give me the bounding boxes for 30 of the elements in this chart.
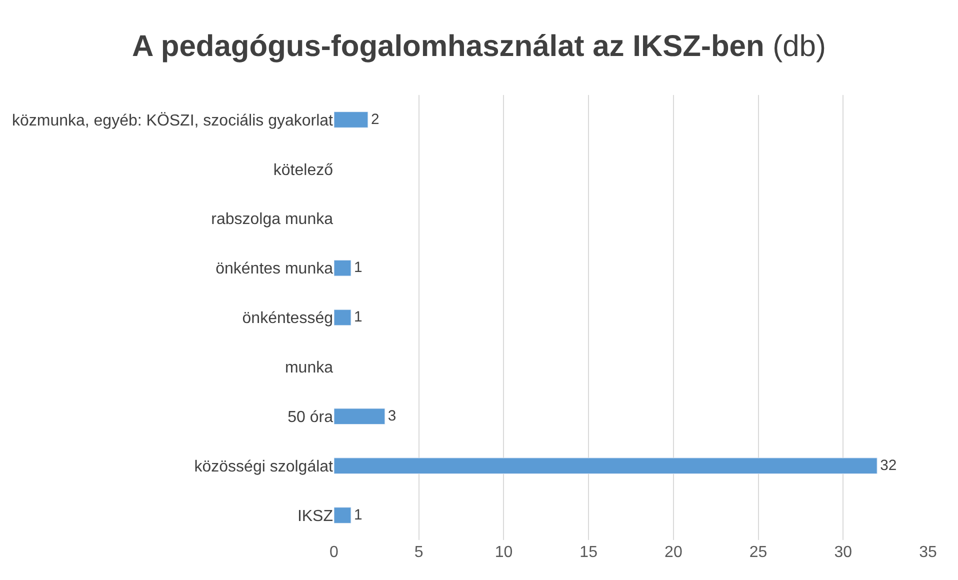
data-label: 2 [370,112,380,128]
x-tick-label: 25 [749,544,768,561]
y-tick-label: 50 óra [288,408,334,426]
data-label: 3 [388,408,396,425]
data-label: 32 [880,458,897,474]
y-tick-label: IKSZ [297,508,334,525]
data-label: 1 [354,507,362,524]
bar [334,507,352,524]
x-tick-label: 20 [664,544,682,561]
x-tick-label: 35 [919,544,937,561]
y-tick-label: kötelező [273,162,334,179]
y-tick-label: rabszolga munka [211,211,334,228]
y-tick-label: munka [284,360,334,377]
x-tick-label: 5 [414,544,424,561]
y-tick-label: önkéntesség [242,310,333,328]
y-tick-label: önkéntes munka [216,260,334,278]
bar [334,458,878,474]
x-tick-label: 10 [494,544,513,561]
data-label: 1 [354,310,362,326]
bar [334,260,352,276]
data-label: 1 [354,260,362,276]
y-tick-label: közmunka, egyéb: KÖSZI, szociális gyakorlat [12,111,334,130]
chart-title: A pedagógus-fogalomhasználat az IKSZ-ben (db) [132,30,826,63]
y-tick-label: közösségi szolgálat [194,458,334,476]
bar [334,309,352,326]
bar [334,408,386,425]
x-tick-label: 0 [330,544,339,561]
x-tick-label: 15 [580,544,598,561]
bar [334,112,368,128]
x-tick-label: 30 [834,544,852,561]
